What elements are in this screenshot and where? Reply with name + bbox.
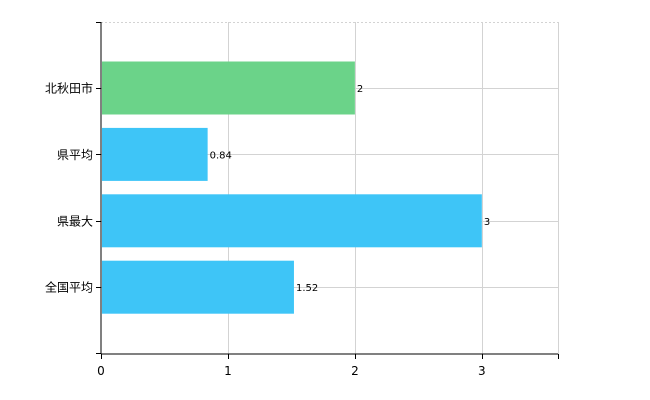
bar xyxy=(102,127,208,181)
data-label: 0.84 xyxy=(210,150,232,161)
y-tick-label: 県平均 xyxy=(57,148,93,162)
x-tick-label: 2 xyxy=(351,364,359,378)
data-label: 1.52 xyxy=(296,283,318,294)
data-label: 2 xyxy=(357,84,363,95)
bar xyxy=(102,194,482,248)
y-tick-label: 北秋田市 xyxy=(45,81,93,96)
x-tick-label: 0 xyxy=(97,364,105,378)
y-tick-label: 県最大 xyxy=(57,214,93,228)
data-label: 3 xyxy=(484,217,490,228)
x-axis-labels: 0 1 2 3 xyxy=(97,364,485,378)
data-labels: 2 0.84 3 1.52 xyxy=(210,84,491,294)
bars xyxy=(102,61,482,314)
bar xyxy=(102,260,294,314)
axes xyxy=(96,22,559,359)
y-tick-label: 全国平均 xyxy=(45,280,93,295)
bar xyxy=(102,61,355,115)
x-tick-label: 3 xyxy=(478,364,486,378)
x-tick-label: 1 xyxy=(224,364,232,378)
